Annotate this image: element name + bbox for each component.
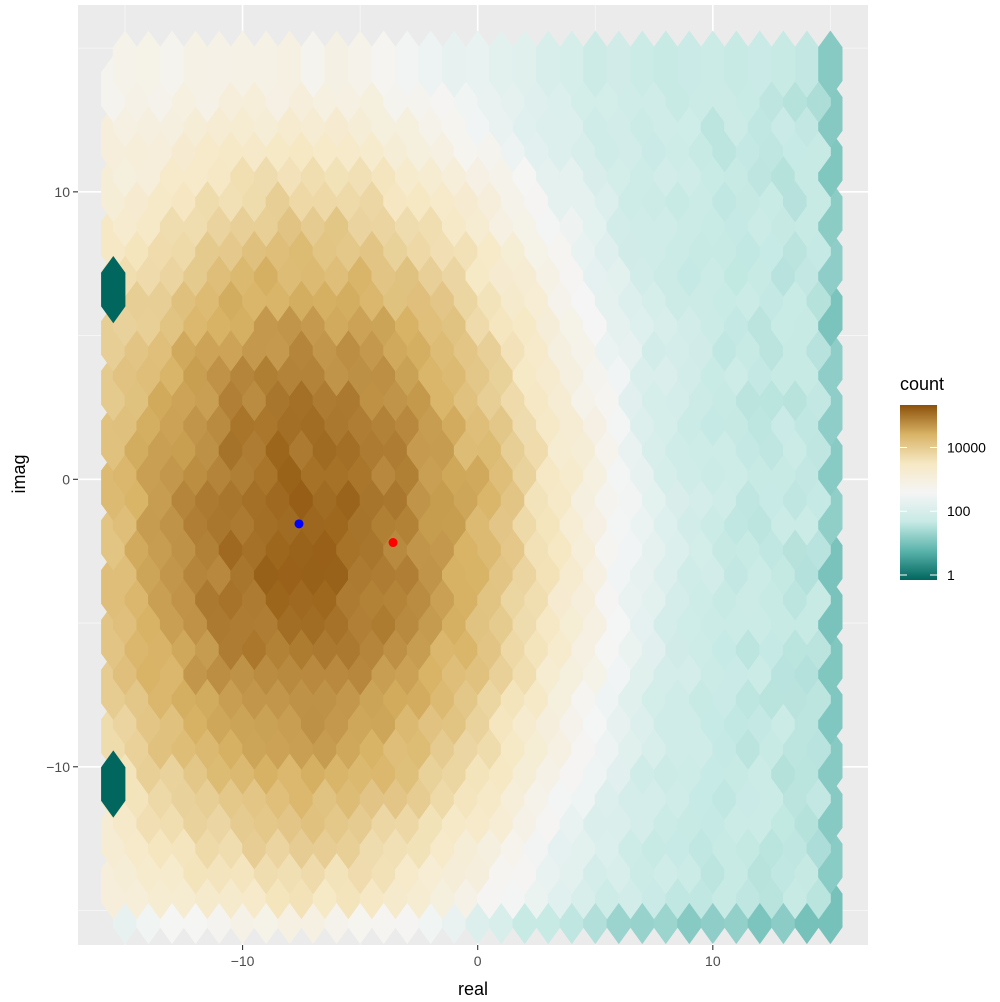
red-point <box>389 538 398 547</box>
y-tick-label: −10 <box>46 759 70 775</box>
y-tick-label: 10 <box>54 184 70 200</box>
color-legend: count 1 100 10000 <box>900 374 986 583</box>
blue-point <box>295 519 304 528</box>
y-axis-title: imag <box>9 454 29 493</box>
x-tick-label: −10 <box>231 953 255 969</box>
legend-label: 10000 <box>947 439 986 455</box>
legend-title: count <box>900 374 944 394</box>
legend-label: 1 <box>947 567 955 583</box>
y-tick-label: 0 <box>62 471 70 487</box>
x-tick-label: 10 <box>705 953 721 969</box>
legend-colorbar <box>900 405 937 580</box>
legend-label: 100 <box>947 503 971 519</box>
x-tick-label: 0 <box>474 953 482 969</box>
hexbin-cells <box>101 31 842 945</box>
x-axis-title: real <box>458 979 488 999</box>
